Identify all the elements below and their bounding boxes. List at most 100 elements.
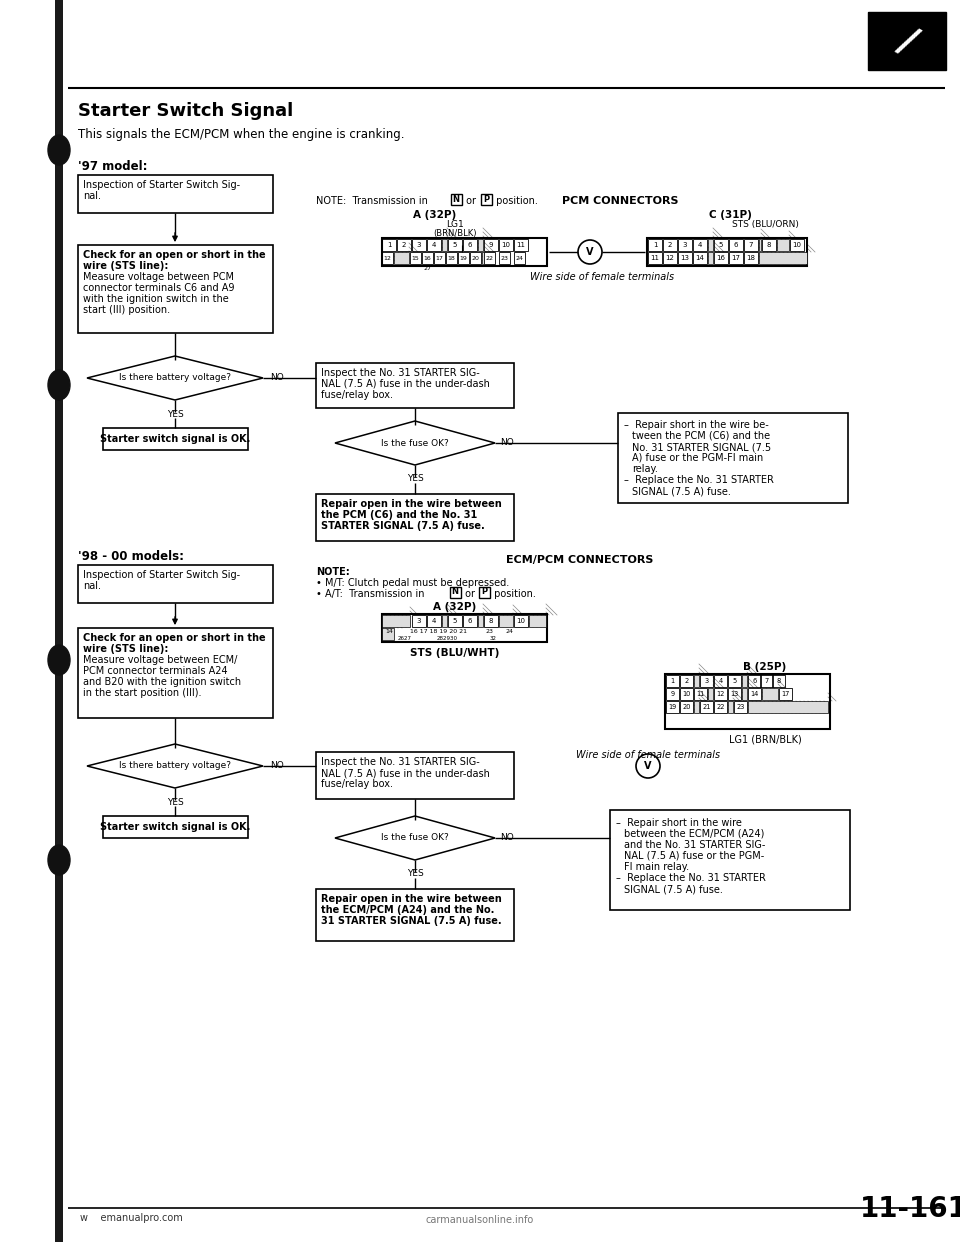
Text: Repair open in the wire between: Repair open in the wire between bbox=[321, 894, 502, 904]
Ellipse shape bbox=[48, 845, 70, 876]
Bar bbox=[680, 688, 693, 700]
Bar bbox=[78, 175, 273, 212]
Text: 22: 22 bbox=[716, 704, 725, 710]
Text: Inspection of Starter Switch Sig-: Inspection of Starter Switch Sig- bbox=[83, 180, 240, 190]
Text: N: N bbox=[451, 587, 459, 596]
Bar bbox=[742, 688, 747, 700]
Text: 6: 6 bbox=[733, 242, 738, 248]
Text: NOTE:: NOTE: bbox=[316, 568, 349, 578]
Bar bbox=[410, 252, 421, 265]
Text: 16: 16 bbox=[423, 256, 431, 261]
Text: tween the PCM (C6) and the: tween the PCM (C6) and the bbox=[632, 431, 770, 441]
Bar bbox=[484, 615, 498, 627]
Bar bbox=[412, 238, 426, 251]
Text: the ECM/PCM (A24) and the No.: the ECM/PCM (A24) and the No. bbox=[321, 905, 494, 915]
Bar bbox=[762, 688, 778, 700]
Bar bbox=[434, 252, 445, 265]
Bar bbox=[458, 252, 469, 265]
Text: Inspection of Starter Switch Sig-: Inspection of Starter Switch Sig- bbox=[83, 570, 240, 580]
Text: Wire side of female terminals: Wire side of female terminals bbox=[576, 750, 720, 760]
Text: V: V bbox=[644, 761, 652, 771]
Text: or: or bbox=[463, 196, 479, 206]
Text: C (31P): C (31P) bbox=[708, 210, 752, 220]
Text: No. 31 STARTER SIGNAL (7.5: No. 31 STARTER SIGNAL (7.5 bbox=[632, 442, 771, 452]
Text: '98 - 00 models:: '98 - 00 models: bbox=[78, 550, 184, 563]
Text: 5: 5 bbox=[453, 619, 457, 623]
Bar bbox=[499, 615, 513, 627]
Bar bbox=[678, 238, 692, 251]
Text: SIGNAL (7.5 A) fuse.: SIGNAL (7.5 A) fuse. bbox=[632, 486, 731, 496]
Ellipse shape bbox=[48, 645, 70, 674]
Text: –  Repair short in the wire be-: – Repair short in the wire be- bbox=[624, 420, 769, 430]
Text: Starter Switch Signal: Starter Switch Signal bbox=[78, 102, 293, 120]
Text: FI main relay.: FI main relay. bbox=[624, 862, 689, 872]
Text: Is there battery voltage?: Is there battery voltage? bbox=[119, 374, 231, 383]
Text: Check for an open or short in the: Check for an open or short in the bbox=[83, 633, 266, 643]
Text: 3: 3 bbox=[683, 242, 687, 248]
Text: V: V bbox=[587, 247, 593, 257]
Bar bbox=[382, 615, 410, 627]
Bar bbox=[728, 700, 733, 713]
Bar bbox=[484, 252, 495, 265]
Bar bbox=[708, 252, 713, 265]
Text: 18: 18 bbox=[447, 256, 455, 261]
Text: 15: 15 bbox=[412, 256, 420, 261]
Bar bbox=[442, 238, 447, 251]
Bar bbox=[772, 674, 785, 687]
Bar bbox=[708, 238, 713, 251]
Text: LG1 (BRN/BLK): LG1 (BRN/BLK) bbox=[729, 735, 802, 745]
Bar bbox=[868, 12, 946, 70]
Bar bbox=[482, 252, 484, 265]
Text: 19: 19 bbox=[668, 704, 677, 710]
Bar bbox=[694, 688, 707, 700]
Bar bbox=[55, 0, 63, 1242]
Bar bbox=[481, 194, 492, 205]
Text: STS (BLU/ORN): STS (BLU/ORN) bbox=[732, 220, 799, 229]
Text: 2: 2 bbox=[668, 242, 672, 248]
Bar bbox=[463, 238, 477, 251]
Bar bbox=[316, 751, 514, 799]
Text: 24: 24 bbox=[516, 256, 523, 261]
Text: P: P bbox=[481, 587, 487, 596]
Bar bbox=[678, 252, 692, 265]
Text: 11-161: 11-161 bbox=[860, 1195, 960, 1223]
Text: 23: 23 bbox=[736, 704, 745, 710]
Text: Inspect the No. 31 STARTER SIG-: Inspect the No. 31 STARTER SIG- bbox=[321, 368, 480, 378]
Bar bbox=[647, 238, 807, 266]
Text: 7: 7 bbox=[749, 242, 754, 248]
Text: Wire side of female terminals: Wire side of female terminals bbox=[530, 272, 674, 282]
Text: Measure voltage between PCM: Measure voltage between PCM bbox=[83, 272, 234, 282]
Bar bbox=[748, 688, 761, 700]
Text: 2: 2 bbox=[402, 242, 406, 248]
Text: 14: 14 bbox=[751, 691, 758, 697]
Text: 10: 10 bbox=[793, 242, 802, 248]
Text: 4: 4 bbox=[698, 242, 702, 248]
Bar bbox=[666, 700, 679, 713]
Bar bbox=[762, 238, 776, 251]
Text: SIGNAL (7.5 A) fuse.: SIGNAL (7.5 A) fuse. bbox=[624, 884, 723, 894]
Text: (BRN/BLK): (BRN/BLK) bbox=[433, 229, 477, 238]
Bar bbox=[759, 238, 761, 251]
Text: –  Repair short in the wire: – Repair short in the wire bbox=[616, 818, 742, 828]
Text: PCM connector terminals A24: PCM connector terminals A24 bbox=[83, 666, 228, 676]
Text: 22: 22 bbox=[486, 256, 493, 261]
Text: Is there battery voltage?: Is there battery voltage? bbox=[119, 761, 231, 770]
Text: YES: YES bbox=[407, 869, 423, 878]
Text: 17: 17 bbox=[732, 255, 740, 261]
Text: NAL (7.5 A) fuse in the under-dash: NAL (7.5 A) fuse in the under-dash bbox=[321, 768, 490, 777]
Text: 31 STARTER SIGNAL (7.5 A) fuse.: 31 STARTER SIGNAL (7.5 A) fuse. bbox=[321, 917, 502, 927]
Text: 13: 13 bbox=[731, 691, 738, 697]
Bar bbox=[514, 238, 528, 251]
Text: Is the fuse OK?: Is the fuse OK? bbox=[381, 833, 449, 842]
Text: or: or bbox=[462, 589, 478, 599]
Bar bbox=[729, 238, 743, 251]
Text: YES: YES bbox=[407, 474, 423, 483]
Text: 4: 4 bbox=[718, 678, 723, 684]
Bar bbox=[694, 674, 699, 687]
Bar bbox=[412, 615, 426, 627]
Text: '97 model:: '97 model: bbox=[78, 160, 148, 173]
Bar bbox=[484, 238, 498, 251]
Text: connector terminals C6 and A9: connector terminals C6 and A9 bbox=[83, 283, 234, 293]
Text: 5: 5 bbox=[453, 242, 457, 248]
Text: 12: 12 bbox=[665, 255, 675, 261]
